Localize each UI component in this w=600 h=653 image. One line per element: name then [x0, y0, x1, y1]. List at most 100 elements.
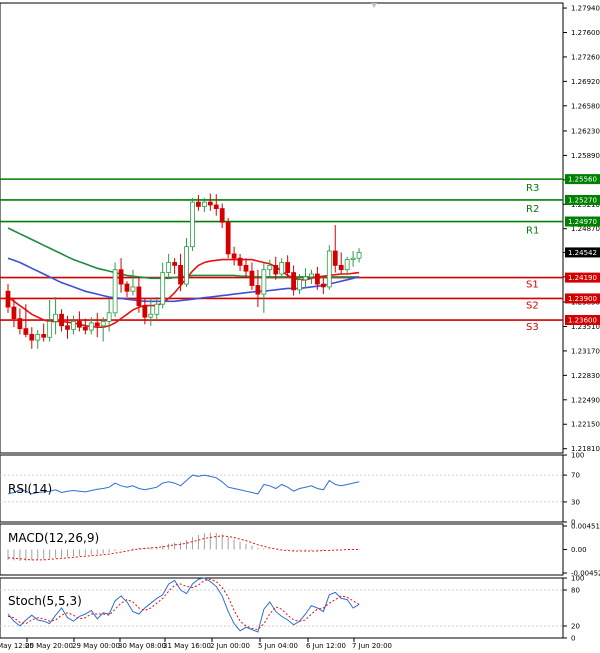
- candle-body: [82, 326, 88, 331]
- candle-body: [273, 264, 279, 275]
- candle-body: [195, 201, 201, 207]
- candle-body: [255, 285, 261, 295]
- candle-body: [118, 269, 124, 285]
- stoch-tick-label: 0: [571, 635, 575, 643]
- candle-body: [279, 262, 285, 275]
- rsi-tick-label: 0: [571, 519, 575, 527]
- rsi-tick-label: 70: [571, 472, 580, 480]
- candle-body: [71, 321, 76, 330]
- candle-body: [303, 276, 308, 281]
- time-tick-label: 2 Jun 00:00: [210, 642, 250, 650]
- candle-body: [219, 208, 225, 223]
- level-name-r2: R2: [526, 204, 539, 215]
- scroll-marker-icon: [371, 3, 377, 8]
- current-price-label: 1.24542: [568, 249, 597, 257]
- level-tag-label: 1.25560: [568, 176, 597, 184]
- candle-body: [249, 270, 255, 286]
- stoch-main-line: [7, 577, 360, 633]
- price-tick-label: 1.27940: [571, 5, 600, 13]
- candle-body: [225, 221, 231, 255]
- stoch-signal-line: [7, 578, 360, 631]
- stoch-title: Stoch(5,5,3): [8, 594, 82, 608]
- candle-body: [65, 325, 70, 330]
- candle-body: [314, 273, 320, 285]
- candle-body: [350, 257, 356, 261]
- time-tick-label: 25 May 20:00: [25, 642, 73, 650]
- candle-body: [184, 246, 189, 285]
- level-tag-s1: [565, 272, 600, 283]
- price-tick-label: 1.22830: [571, 372, 600, 380]
- candle-body: [309, 273, 314, 278]
- candle-body: [190, 201, 195, 248]
- level-name-s1: S1: [526, 280, 539, 291]
- price-tick-label: 1.26920: [571, 78, 600, 86]
- candle-body: [267, 264, 273, 271]
- price-tick-label: 1.22150: [571, 421, 600, 429]
- candle-body: [11, 306, 17, 319]
- stoch-panel: [0, 577, 564, 639]
- candle-body: [148, 313, 154, 318]
- macd-title: MACD(12,26,9): [8, 531, 99, 545]
- candle-body: [124, 283, 130, 292]
- candle-body: [291, 272, 297, 291]
- candle-body: [47, 321, 53, 338]
- price-tick-label: 1.22490: [571, 396, 600, 404]
- candle-body: [29, 333, 35, 341]
- level-tag-label: 1.23900: [568, 295, 597, 303]
- time-tick-label: 30 May 08:00: [118, 642, 166, 650]
- rsi-tick-label: 30: [571, 498, 580, 506]
- level-tag-r3: [565, 174, 600, 185]
- candle-body: [17, 318, 23, 330]
- price-tick-label: 1.25890: [571, 152, 600, 160]
- candle-body: [77, 321, 82, 328]
- candle-body: [237, 257, 243, 266]
- price-tick-label: 1.27260: [571, 53, 600, 61]
- candle-body: [160, 272, 166, 305]
- macd-tick-label: 0.00: [571, 546, 587, 554]
- time-tick-label: 5 Jun 04:00: [258, 642, 298, 650]
- candle-body: [326, 250, 332, 288]
- price-tick-label: 1.23510: [571, 323, 600, 331]
- level-tag-r2: [565, 194, 600, 205]
- current-price-tag: [565, 247, 600, 258]
- candle-body: [94, 322, 100, 327]
- candle-body: [59, 313, 64, 327]
- level-tag-label: 1.25270: [568, 196, 597, 204]
- level-tag-label: 1.23600: [568, 317, 597, 325]
- candle-body: [332, 250, 338, 266]
- candle-body: [207, 201, 213, 206]
- price-tick-label: 1.24870: [571, 225, 600, 233]
- candle-body: [106, 312, 112, 322]
- rsi-panel: [0, 454, 564, 523]
- candle-body: [5, 290, 11, 308]
- stoch-tick-label: 80: [571, 587, 580, 595]
- time-tick-label: 24 May 12:00: [0, 642, 34, 650]
- price-tick-label: 1.23170: [571, 347, 600, 355]
- rsi-title: RSI(14): [8, 482, 52, 496]
- level-name-s2: S2: [526, 300, 539, 311]
- candle-body: [261, 269, 267, 295]
- moving-average-line: [7, 227, 360, 280]
- rsi-tick-label: 100: [571, 452, 584, 460]
- candle-body: [178, 264, 183, 285]
- candle-body: [35, 333, 41, 341]
- level-tag-label: 1.24190: [568, 274, 597, 282]
- candle-body: [201, 201, 207, 207]
- stoch-tick-label: 100: [571, 575, 584, 583]
- rsi-line: [7, 474, 360, 495]
- candle-body: [23, 328, 29, 335]
- candle-body: [41, 333, 47, 338]
- price-tick-label: 1.21810: [571, 445, 600, 453]
- level-name-s3: S3: [526, 322, 539, 333]
- candle-body: [356, 252, 362, 259]
- price-tick-label: 1.27600: [571, 29, 600, 37]
- level-tag-label: 1.24970: [568, 218, 597, 226]
- main-panel: [0, 2, 564, 454]
- candle-body: [112, 269, 118, 314]
- time-tick-label: 29 May 00:00: [72, 642, 120, 650]
- candle-body: [344, 259, 350, 271]
- level-tag-r1: [565, 216, 600, 227]
- time-tick-label: 31 May 16:00: [163, 642, 211, 650]
- candle-body: [285, 262, 291, 273]
